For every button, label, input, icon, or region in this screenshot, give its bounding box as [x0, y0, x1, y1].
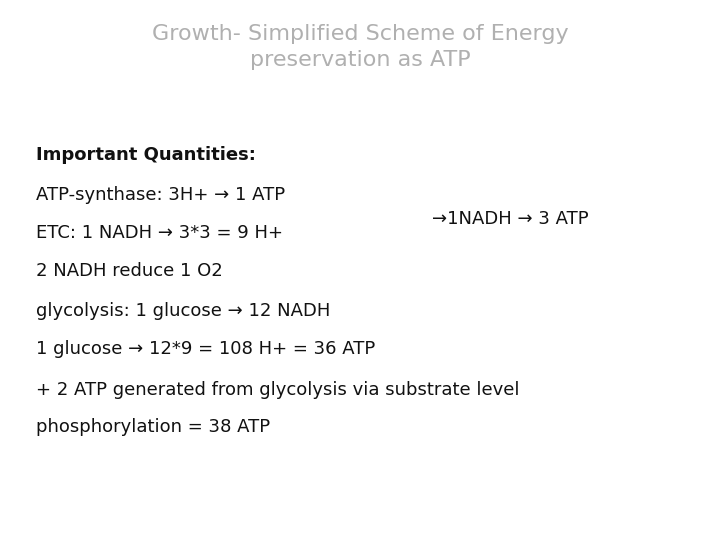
- Text: Important Quantities:: Important Quantities:: [36, 146, 256, 164]
- Text: + 2 ATP generated from glycolysis via substrate level: + 2 ATP generated from glycolysis via su…: [36, 381, 520, 399]
- Text: 1 glucose → 12*9 = 108 H+ = 36 ATP: 1 glucose → 12*9 = 108 H+ = 36 ATP: [36, 340, 375, 358]
- Text: ETC: 1 NADH → 3*3 = 9 H+: ETC: 1 NADH → 3*3 = 9 H+: [36, 224, 283, 242]
- Text: 2 NADH reduce 1 O2: 2 NADH reduce 1 O2: [36, 262, 222, 280]
- Text: Growth- Simplified Scheme of Energy
preservation as ATP: Growth- Simplified Scheme of Energy pres…: [152, 24, 568, 70]
- Text: ATP-synthase: 3H+ → 1 ATP: ATP-synthase: 3H+ → 1 ATP: [36, 186, 285, 204]
- Text: phosphorylation = 38 ATP: phosphorylation = 38 ATP: [36, 418, 270, 436]
- Text: →1NADH → 3 ATP: →1NADH → 3 ATP: [432, 210, 589, 228]
- Text: glycolysis: 1 glucose → 12 NADH: glycolysis: 1 glucose → 12 NADH: [36, 302, 330, 320]
